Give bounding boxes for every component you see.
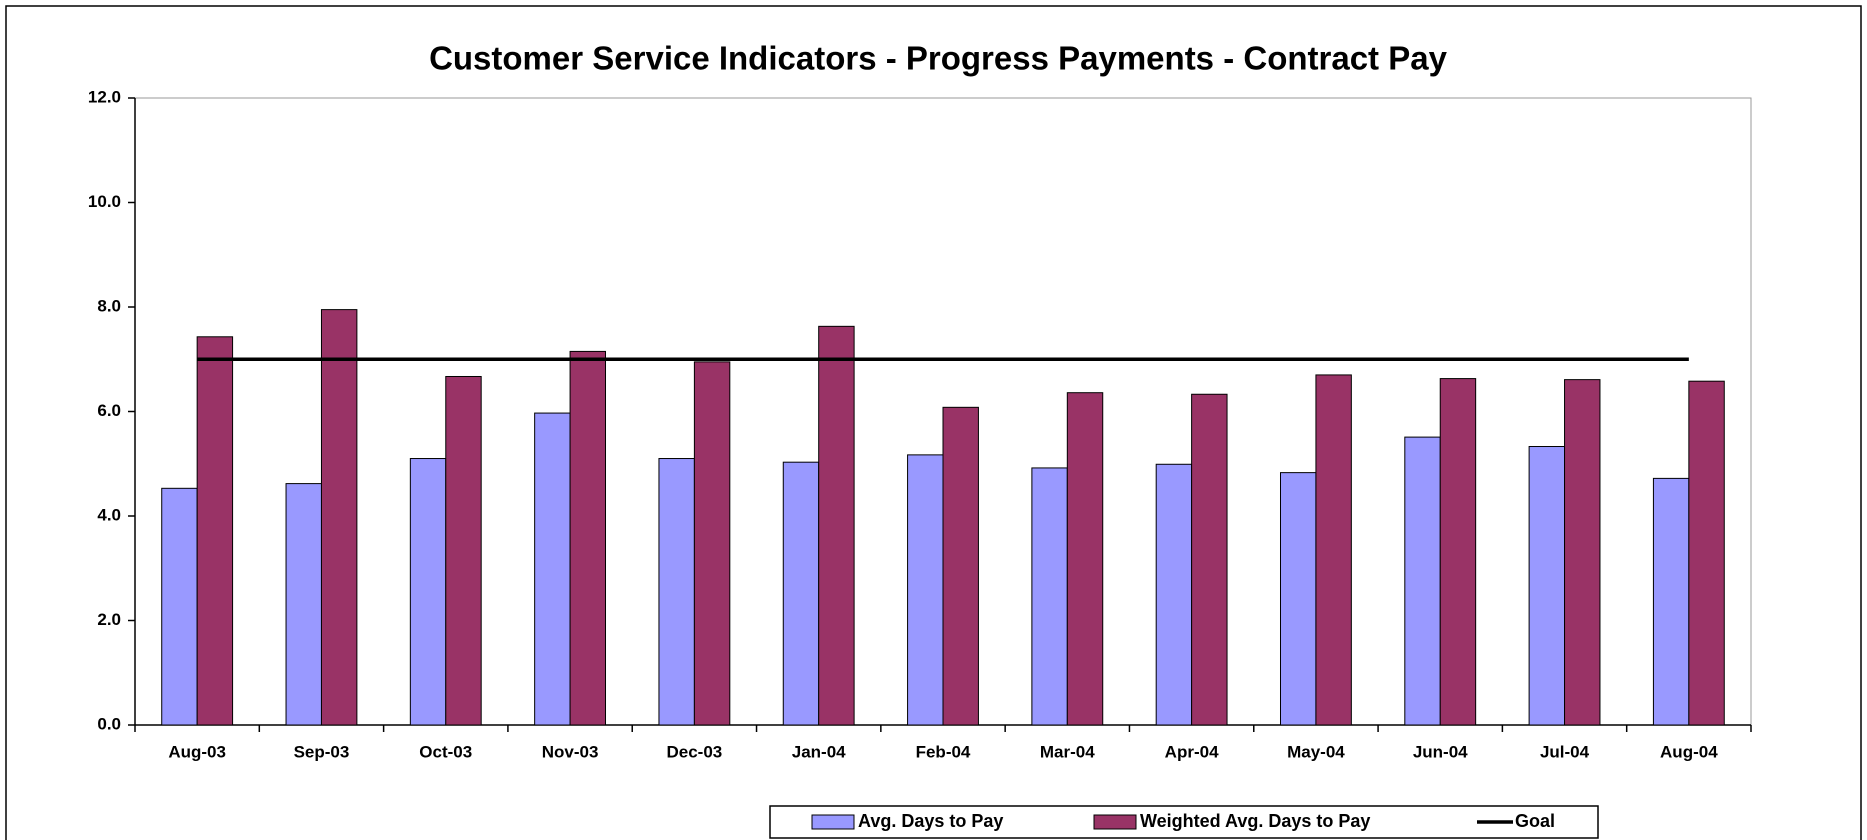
legend-box [769,805,1599,839]
bar [907,454,944,726]
bar [1066,392,1104,726]
bar [942,406,979,726]
x-tick-label: Aug-03 [168,742,226,761]
x-tick-label: Feb-04 [916,742,971,761]
x-tick-label: Sep-03 [294,742,350,761]
bar [1315,374,1352,726]
x-tick-label: Aug-04 [1660,742,1718,761]
bar [1528,446,1566,726]
x-tick-label: Dec-03 [667,742,723,761]
y-tick-label: 12.0 [88,87,121,106]
bar [196,336,234,726]
bar [1279,472,1317,726]
y-tick-label: 2.0 [97,610,121,629]
x-tick-label: Jun-04 [1413,742,1468,761]
x-tick-label: Mar-04 [1040,742,1095,761]
bar [693,361,731,726]
legend-swatch [811,814,855,830]
y-tick-label: 6.0 [97,401,121,420]
bar [658,458,695,726]
bar [320,309,358,726]
chart-title: Customer Service Indicators - Progress P… [429,40,1448,77]
bar [569,350,607,726]
bar [1191,393,1228,726]
bar [1439,378,1477,726]
legend-swatch [1093,814,1137,830]
x-tick-label: May-04 [1287,742,1345,761]
bar [1688,380,1725,726]
y-tick-label: 10.0 [88,192,121,211]
chart-frame [5,5,1862,840]
bar [1031,467,1068,726]
legend-label: Goal [1515,811,1555,831]
bar [409,458,447,726]
bar [818,325,855,726]
y-tick-label: 4.0 [97,505,121,524]
y-tick-label: 8.0 [97,296,121,315]
bar [782,461,820,726]
bar [1404,436,1441,726]
legend-label: Avg. Days to Pay [858,811,1003,831]
x-tick-label: Nov-03 [542,742,599,761]
x-tick-label: Jul-04 [1540,742,1590,761]
bar [161,487,198,726]
legend-label: Weighted Avg. Days to Pay [1140,811,1370,831]
y-tick-label: 0.0 [97,714,121,733]
bar [1564,379,1601,726]
x-tick-label: Oct-03 [419,742,472,761]
bar [285,483,322,726]
bar [1652,477,1690,726]
x-tick-label: Apr-04 [1165,742,1219,761]
bar [534,412,571,726]
bar [445,375,482,726]
bar [1155,463,1193,726]
x-tick-label: Jan-04 [792,742,846,761]
